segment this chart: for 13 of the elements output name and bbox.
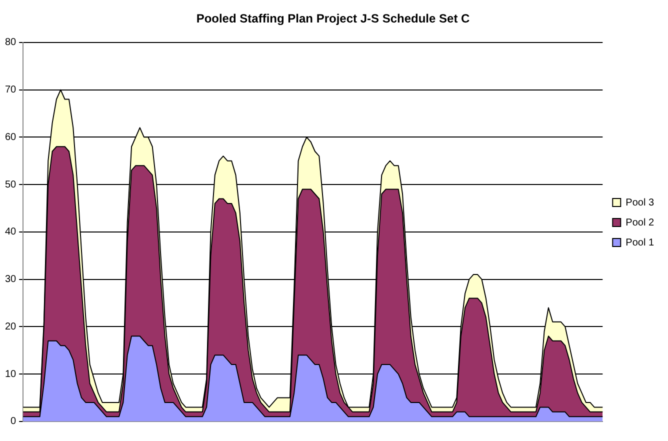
y-tick-label: 10 xyxy=(5,368,17,380)
chart-title: Pooled Staffing Plan Project J-S Schedule Set C xyxy=(196,12,470,26)
y-tick-label: 20 xyxy=(5,321,17,332)
y-tick-label: 80 xyxy=(5,37,17,48)
y-tick-label: 60 xyxy=(5,132,17,143)
y-tick-label: 0 xyxy=(10,416,17,428)
y-tick-label: 50 xyxy=(5,179,17,190)
legend-label: Pool 3 xyxy=(626,197,654,208)
y-tick-label: 70 xyxy=(5,84,17,96)
y-tick-label: 30 xyxy=(5,274,17,286)
legend-label: Pool 2 xyxy=(626,217,654,228)
legend-label: Pool 1 xyxy=(626,237,654,248)
y-tick-label: 40 xyxy=(5,226,17,238)
